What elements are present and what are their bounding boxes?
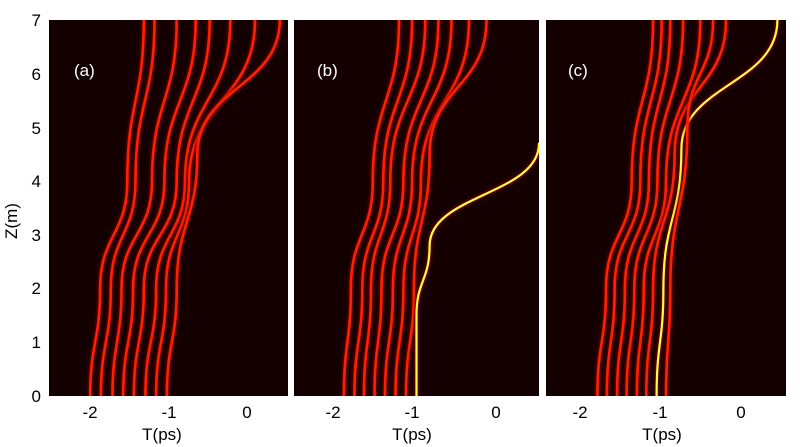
panel-c-x-tick-label: -2 [572, 403, 587, 422]
pulse-trace-b4 [373, 20, 440, 396]
panel-c: (c) -2 -1 0 T(ps) [546, 20, 786, 444]
pulse-trace-b5 [383, 20, 453, 396]
panel-c-traces [594, 20, 780, 396]
pulse-trace-c2 [605, 20, 663, 396]
pulse-trace-b2 [353, 20, 414, 396]
y-tick-label: 6 [32, 65, 41, 84]
pulse-trace-a4 [121, 20, 197, 396]
panel-c-x-axis-title: T(ps) [642, 425, 682, 444]
panel-c-x-tick-label: 0 [736, 403, 745, 422]
y-tick-label: 4 [32, 172, 41, 191]
pulse-trace-c1 [596, 20, 655, 396]
panel-b-traces [341, 20, 539, 396]
pulse-trace-a7 [154, 20, 257, 396]
pulse-trace-b3 [362, 20, 427, 396]
pulse-trace-c5 [635, 20, 702, 396]
panel-b-label: (b) [317, 61, 338, 80]
pulse-trace-a8 [165, 20, 282, 396]
pulse-trace-a2 [99, 20, 156, 396]
pulse-trace-a3 [111, 20, 178, 396]
pulse-trace-a1 [88, 20, 146, 396]
pulse-trace-c3 [615, 20, 672, 396]
y-tick-label: 3 [32, 226, 41, 245]
panel-b-x-tick-label: -1 [404, 403, 419, 422]
panel-b: (b) -2 -1 0 T(ps) [294, 20, 539, 444]
y-tick-label: 5 [32, 119, 41, 138]
pulse-trace-b7 [404, 20, 488, 396]
y-tick-label: 0 [32, 387, 41, 406]
pulse-trace-c8 [664, 20, 715, 396]
pulse-trace-c4 [625, 20, 685, 396]
y-tick-label: 1 [32, 333, 41, 352]
pulse-trace-c7 [655, 20, 779, 396]
pulse-trace-c6 [645, 20, 728, 396]
panel-a-x-tick-label: -2 [82, 403, 97, 422]
y-tick-label: 7 [32, 11, 41, 30]
panel-a-traces [87, 20, 283, 396]
pulse-trace-b8 [415, 142, 539, 396]
panel-a: (a) -2 -1 0 T(ps) [49, 20, 288, 444]
panel-c-label: (c) [568, 61, 588, 80]
pulse-trace-b1 [342, 20, 401, 396]
pulse-trace-a5 [132, 20, 211, 396]
pulse-trace-a6 [144, 20, 232, 396]
pulse-trace-b6 [394, 20, 471, 396]
panel-c-x-tick-label: -1 [652, 403, 667, 422]
panel-b-x-tick-label: 0 [491, 403, 500, 422]
panel-b-x-tick-label: -2 [325, 403, 340, 422]
y-tick-labels: 0 1 2 3 4 5 6 7 [32, 11, 41, 406]
panel-b-x-axis-title: T(ps) [392, 425, 432, 444]
y-axis-title: Z(m) [2, 203, 21, 239]
y-tick-label: 2 [32, 279, 41, 298]
panel-a-x-axis-title: T(ps) [142, 425, 182, 444]
panel-a-x-tick-label: -1 [161, 403, 176, 422]
panel-a-label: (a) [74, 61, 95, 80]
panel-a-x-tick-label: 0 [242, 403, 251, 422]
